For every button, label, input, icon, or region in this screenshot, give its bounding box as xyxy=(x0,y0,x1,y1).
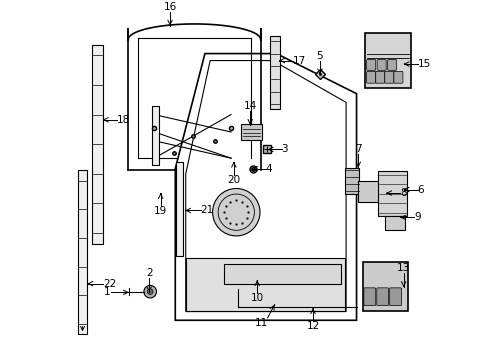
FancyBboxPatch shape xyxy=(388,59,396,70)
Polygon shape xyxy=(151,106,159,165)
Text: 18: 18 xyxy=(117,115,130,125)
FancyBboxPatch shape xyxy=(364,288,376,306)
Text: 11: 11 xyxy=(254,318,268,328)
Circle shape xyxy=(147,289,153,294)
Circle shape xyxy=(144,285,156,298)
Text: 22: 22 xyxy=(103,279,116,289)
Text: 10: 10 xyxy=(251,293,264,303)
Polygon shape xyxy=(385,216,405,230)
Text: 1: 1 xyxy=(104,287,111,297)
Text: 14: 14 xyxy=(244,101,257,111)
Text: 12: 12 xyxy=(306,321,319,331)
Text: 9: 9 xyxy=(414,212,421,222)
Text: 7: 7 xyxy=(355,144,362,154)
FancyBboxPatch shape xyxy=(377,288,389,306)
Text: 13: 13 xyxy=(397,262,410,273)
Text: 20: 20 xyxy=(227,175,241,185)
Circle shape xyxy=(213,189,260,236)
Polygon shape xyxy=(345,167,359,194)
FancyBboxPatch shape xyxy=(377,59,386,70)
FancyBboxPatch shape xyxy=(385,71,394,83)
Polygon shape xyxy=(92,45,103,244)
Text: 17: 17 xyxy=(293,55,306,66)
Text: 21: 21 xyxy=(201,206,214,215)
Text: 15: 15 xyxy=(417,59,431,69)
FancyBboxPatch shape xyxy=(376,71,385,83)
Text: 4: 4 xyxy=(266,163,272,174)
Text: 6: 6 xyxy=(417,185,424,194)
Text: 3: 3 xyxy=(282,144,288,154)
Polygon shape xyxy=(358,181,390,202)
Polygon shape xyxy=(270,36,280,109)
Polygon shape xyxy=(224,265,341,284)
Polygon shape xyxy=(365,33,411,89)
Polygon shape xyxy=(176,162,183,256)
Text: 8: 8 xyxy=(400,188,407,198)
Text: 16: 16 xyxy=(164,2,177,12)
FancyBboxPatch shape xyxy=(367,71,376,83)
Polygon shape xyxy=(378,171,407,216)
FancyBboxPatch shape xyxy=(367,59,376,70)
Text: 2: 2 xyxy=(146,269,152,278)
Polygon shape xyxy=(241,124,262,140)
Text: 5: 5 xyxy=(317,50,323,60)
Polygon shape xyxy=(186,257,345,311)
FancyBboxPatch shape xyxy=(394,71,403,83)
Polygon shape xyxy=(363,262,408,311)
FancyBboxPatch shape xyxy=(390,288,401,306)
Polygon shape xyxy=(78,170,87,334)
Text: 19: 19 xyxy=(154,206,167,216)
